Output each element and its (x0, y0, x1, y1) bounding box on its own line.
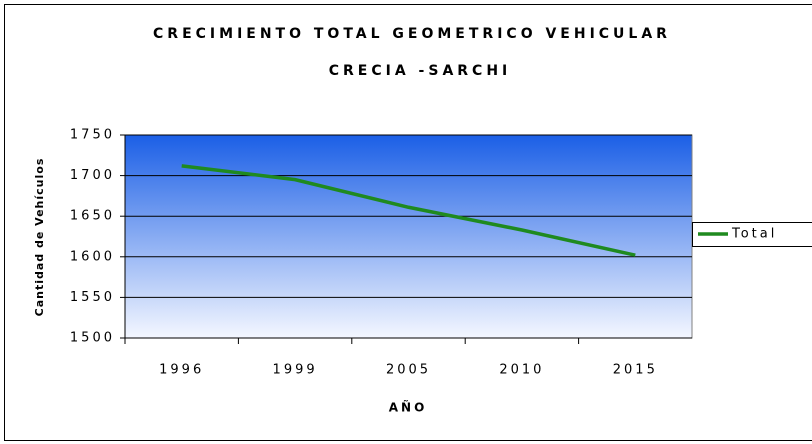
x-tick-label: 2010 (499, 363, 544, 378)
y-tick-label: 1700 (70, 168, 115, 183)
x-tick-label: 1999 (273, 363, 318, 378)
x-tick-label: 1996 (159, 363, 204, 378)
y-axis-title: Cantidad de Vehículos (33, 158, 46, 317)
y-tick-label: 1750 (70, 128, 115, 143)
x-axis-title: AÑO (389, 400, 428, 415)
x-tick-label: 2015 (613, 363, 658, 378)
chart-title: CRECIMIENTO TOTAL GEOMETRICO VEHICULAR (153, 26, 671, 42)
y-tick-label: 1600 (70, 249, 115, 264)
y-tick-label: 1500 (70, 331, 115, 346)
x-tick-label: 2005 (386, 363, 431, 378)
plot-area (124, 134, 693, 339)
legend-label: Total (731, 227, 777, 242)
chart-subtitle: CRECIA -SARCHI (329, 63, 512, 79)
line-series (181, 164, 636, 257)
y-tick-label: 1650 (70, 209, 115, 224)
y-tick-label: 1550 (70, 290, 115, 305)
